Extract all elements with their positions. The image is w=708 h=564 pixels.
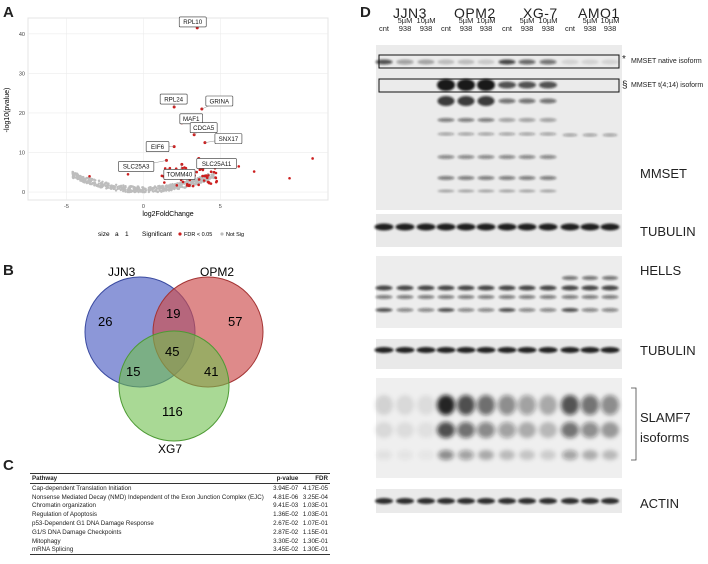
y-tick-label: 10 xyxy=(19,151,25,157)
gene-label-eif6: EIF6 xyxy=(151,144,165,151)
volcano-grid xyxy=(28,18,328,200)
legend-fdr-label: FDR < 0.05 xyxy=(184,232,212,238)
header-pvalue: p-value xyxy=(270,473,301,484)
legend-notsig-dot xyxy=(220,232,224,236)
lane-label: cnt xyxy=(564,24,575,33)
slamf7-bracket xyxy=(631,387,637,461)
volcano-legend: size a 1 Significant FDR < 0.05 Not Sig xyxy=(98,231,244,238)
blot-label-tubulin-1: TUBULIN xyxy=(640,224,696,239)
blot-label-actin: ACTIN xyxy=(640,496,679,511)
table-row: G1/S DNA Damage Checkpoints 2.87E-02 1.15E… xyxy=(32,528,328,536)
lane-label: cnt xyxy=(440,24,451,33)
gene-label-slc25a3: SLC25A3 xyxy=(123,164,150,171)
x-tick-label: -5 xyxy=(64,204,69,210)
t414-isoform-box xyxy=(378,78,620,93)
gene-label-slc25a11: SLC25A11 xyxy=(202,161,232,168)
table-row: mRNA Splicing 3.45E-02 1.30E-01 xyxy=(30,545,330,556)
pathway-table-header: Pathway p-value FDR xyxy=(30,473,330,484)
gene-label-maf1: MAF1 xyxy=(183,116,200,123)
venn-jjn3-opm2: 19 xyxy=(166,306,180,321)
table-row: p53-Dependent G1 DNA Damage Response 2.67… xyxy=(32,520,328,528)
volcano-plot: RPL10 RPL24 GRINA MAF1 CDCA5 SNX17 EIF6 SLC25A3… xyxy=(4,16,329,238)
table-row: Cap-dependent Translation Initiation 3.94… xyxy=(32,484,328,492)
blot-label-tubulin-2: TUBULIN xyxy=(640,343,696,358)
panel-label-a: A xyxy=(3,4,14,21)
venn-circle-xg7 xyxy=(118,330,230,442)
gene-label-rpl24: RPL24 xyxy=(164,96,183,103)
volcano-x-ticks: -5 0 5 xyxy=(64,204,222,210)
venn-jjn3-only: 26 xyxy=(98,314,112,329)
y-tick-label: 30 xyxy=(19,71,25,77)
legend-significant-label: Significant xyxy=(142,231,172,238)
pathway-table: Pathway p-value FDR Cap-dependent Transl… xyxy=(30,473,330,556)
header-fdr: FDR xyxy=(300,473,330,484)
group-label-amo1: AMO1 xyxy=(578,5,620,21)
legend-size-1: 1 xyxy=(125,231,129,238)
blot-label-slamf7: SLAMF7 isoforms xyxy=(640,410,691,445)
group-label-xg7: XG-7 xyxy=(523,5,558,21)
legend-size-label: size xyxy=(98,231,110,238)
group-label-opm2: OPM2 xyxy=(454,5,496,21)
legend-notsig-label: Not Sig xyxy=(226,232,244,238)
venn-opm2-only: 57 xyxy=(228,314,242,329)
blot-strips xyxy=(374,45,622,513)
lane-label: 10µM 938 xyxy=(416,16,436,33)
legend-size-a: a xyxy=(115,231,119,238)
table-row: Chromatin organization 9.41E-03 1.03E-01 xyxy=(32,502,328,510)
venn-label-opm2: OPM2 xyxy=(200,265,234,279)
native-isoform-label: MMSET native isoform xyxy=(631,58,702,65)
header-pathway: Pathway xyxy=(30,473,271,484)
gene-label-snx17: SNX17 xyxy=(219,136,239,143)
venn-label-jjn3: JJN3 xyxy=(108,265,136,279)
y-tick-label: 0 xyxy=(22,190,25,196)
y-tick-label: 40 xyxy=(19,32,25,38)
volcano-gene-labels: RPL10 RPL24 GRINA MAF1 CDCA5 SNX17 EIF6 SLC25A3… xyxy=(118,16,243,180)
panel-label-d: D xyxy=(360,4,371,21)
gene-label-rpl10: RPL10 xyxy=(183,19,202,26)
legend-sig-dot xyxy=(178,232,182,236)
venn-label-xg7: XG7 xyxy=(158,442,182,456)
gene-label-cdca5: CDCA5 xyxy=(193,125,215,132)
lane-label: cnt xyxy=(378,24,389,33)
lane-label: 5µM 938 xyxy=(519,16,535,33)
blot-label-hells: HELLS xyxy=(640,263,682,278)
blot-label-mmset: MMSET xyxy=(640,166,687,181)
venn-diagram: JJN3 OPM2 XG7 26 57 116 19 15 41 45 xyxy=(84,265,264,456)
volcano-ylabel: -log10(pvalue) xyxy=(4,88,11,133)
t414-isoform-label: MMSET t(4;14) isoform xyxy=(631,82,704,89)
t414-isoform-symbol: § xyxy=(622,80,628,91)
table-row: Regulation of Apoptosis 1.36E-02 1.03E-01 xyxy=(32,511,328,519)
table-row: Nonsense Mediated Decay (NMD) Independen… xyxy=(32,493,328,501)
native-isoform-symbol: * xyxy=(622,54,626,65)
x-tick-label: 5 xyxy=(219,204,222,210)
lane-label: 5µM 938 xyxy=(582,16,598,33)
group-label-jjn3: JJN3 xyxy=(393,5,427,21)
gene-label-grina: GRINA xyxy=(210,98,230,105)
volcano-y-ticks: 0 10 20 30 40 xyxy=(19,32,25,196)
lane-label: 5µM 938 xyxy=(397,16,413,33)
table-row: Mitophagy 3.30E-02 1.30E-01 xyxy=(32,537,328,545)
native-isoform-box xyxy=(378,54,620,69)
x-tick-label: 0 xyxy=(142,204,145,210)
lane-label: 10µM 938 xyxy=(600,16,620,33)
panel-label-b: B xyxy=(3,262,14,279)
y-tick-label: 20 xyxy=(19,111,25,117)
lane-label: 10µM 938 xyxy=(476,16,496,33)
gene-label-tomm40: TOMM40 xyxy=(167,172,193,179)
panel-label-c: C xyxy=(3,457,14,474)
venn-all: 45 xyxy=(165,344,179,359)
lane-label: 10µM 938 xyxy=(538,16,558,33)
venn-jjn3-xg7: 15 xyxy=(126,364,140,379)
volcano-xlabel: log2FoldChange xyxy=(142,211,193,218)
lane-label: cnt xyxy=(501,24,512,33)
venn-opm2-xg7: 41 xyxy=(204,364,218,379)
venn-xg7-only: 116 xyxy=(162,404,183,419)
lane-label: 5µM 938 xyxy=(458,16,474,33)
